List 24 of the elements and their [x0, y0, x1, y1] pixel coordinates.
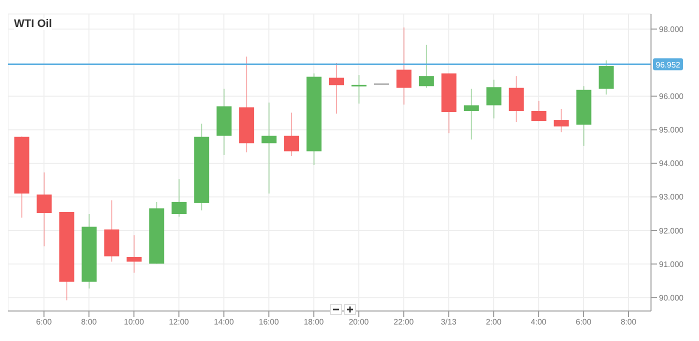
x-tick-label: 8:00: [620, 318, 637, 327]
x-tick-label: 6:00: [36, 318, 52, 327]
y-tick-label: 90.000: [659, 293, 684, 302]
chart-title: WTI Oil: [14, 18, 52, 30]
x-tick-label: 4:00: [530, 318, 547, 327]
x-tick-label: 10:00: [124, 318, 144, 327]
x-tick-label: 2:00: [486, 318, 502, 327]
y-tick-label: 95.000: [659, 126, 684, 135]
x-tick-label: 6:00: [576, 318, 592, 327]
y-tick-label: 91.000: [659, 260, 684, 269]
y-tick-label: 98.000: [659, 24, 684, 34]
x-tick-label: 3/13: [440, 318, 457, 327]
x-tick-label: 8:00: [81, 318, 98, 327]
x-tick-label: 16:00: [258, 318, 280, 327]
y-tick-label: 94.000: [659, 159, 684, 168]
ref-line-label: 96.952: [656, 60, 681, 70]
y-tick-label: 93.000: [659, 192, 684, 202]
y-tick-label: 96.000: [659, 92, 684, 102]
x-tick-label: 14:00: [214, 318, 234, 327]
x-tick-label: 20:00: [348, 318, 370, 327]
x-tick-label: 12:00: [168, 318, 190, 327]
x-tick-label: 22:00: [394, 318, 414, 327]
x-tick-label: 18:00: [304, 318, 324, 327]
y-tick-label: 92.000: [659, 226, 684, 236]
